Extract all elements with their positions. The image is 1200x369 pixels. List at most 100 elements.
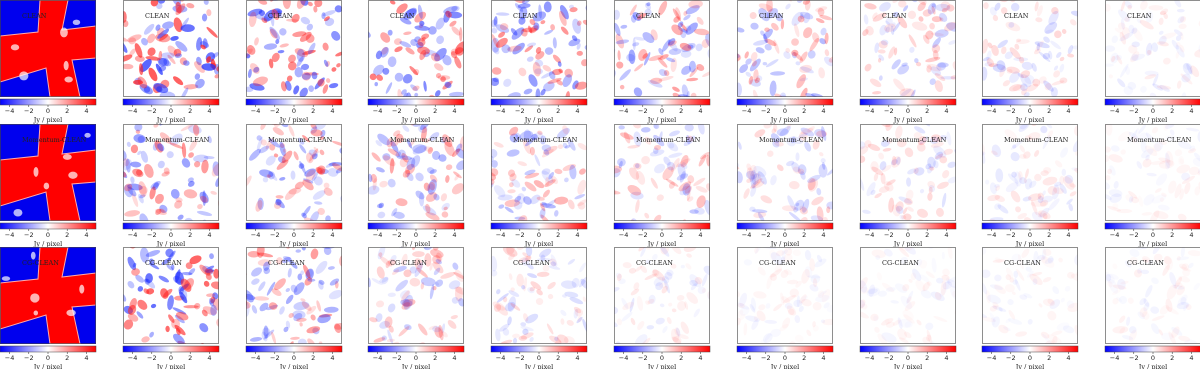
blob bbox=[282, 0, 291, 10]
blob bbox=[565, 91, 570, 97]
blob bbox=[440, 272, 456, 279]
blob bbox=[378, 252, 383, 257]
blob bbox=[422, 205, 437, 216]
tick-label: 2 bbox=[188, 107, 192, 115]
blob bbox=[1053, 65, 1059, 71]
blob bbox=[256, 136, 263, 151]
blob bbox=[175, 3, 186, 15]
blob bbox=[532, 132, 543, 141]
blob bbox=[571, 277, 580, 288]
blob bbox=[511, 179, 521, 188]
blob bbox=[941, 274, 950, 281]
blob bbox=[174, 200, 183, 209]
blob bbox=[536, 289, 543, 296]
blob bbox=[635, 170, 646, 185]
blob bbox=[698, 154, 707, 167]
blob bbox=[518, 256, 531, 263]
blob bbox=[519, 130, 534, 141]
panel bbox=[0, 124, 96, 221]
blob bbox=[248, 11, 257, 28]
blob bbox=[697, 124, 705, 135]
tick-label: 2 bbox=[1170, 231, 1174, 239]
panel-frame bbox=[368, 247, 464, 344]
blob bbox=[127, 186, 137, 197]
tick-label: 0 bbox=[660, 231, 664, 239]
blob bbox=[138, 193, 144, 204]
blob bbox=[426, 183, 435, 193]
tick-label: 2 bbox=[433, 231, 437, 239]
blob bbox=[785, 3, 791, 10]
blob bbox=[440, 76, 446, 82]
blob bbox=[172, 307, 187, 315]
blob bbox=[989, 182, 997, 195]
blob bbox=[1128, 129, 1138, 143]
blob bbox=[491, 160, 498, 168]
blob bbox=[815, 6, 828, 12]
blob bbox=[279, 43, 289, 48]
blob bbox=[499, 342, 509, 344]
blob bbox=[916, 0, 927, 6]
blob bbox=[641, 156, 650, 165]
blob bbox=[316, 165, 326, 174]
blob bbox=[997, 39, 1008, 49]
panel-bg bbox=[737, 124, 833, 221]
blob bbox=[681, 84, 689, 97]
blob bbox=[507, 45, 522, 52]
tick-label: 4 bbox=[944, 354, 948, 362]
blob bbox=[502, 247, 518, 257]
blob bbox=[401, 89, 407, 95]
blob bbox=[758, 212, 765, 221]
blob bbox=[939, 155, 948, 164]
panel-label: CLEAN bbox=[22, 12, 47, 20]
colorbar-label: Jy / pixel bbox=[156, 363, 185, 369]
blob bbox=[860, 177, 865, 191]
colorbar-label: Jy / pixel bbox=[401, 363, 430, 369]
blob bbox=[597, 314, 607, 324]
blob bbox=[432, 261, 444, 274]
blob bbox=[797, 15, 805, 23]
blob bbox=[653, 134, 665, 147]
blob bbox=[1118, 9, 1131, 22]
blob bbox=[499, 339, 513, 344]
blob bbox=[660, 247, 670, 255]
blob bbox=[159, 124, 166, 126]
blob bbox=[800, 66, 814, 74]
blob bbox=[725, 28, 731, 33]
blob bbox=[292, 31, 307, 38]
blob bbox=[564, 177, 569, 183]
blob bbox=[987, 42, 993, 49]
blob bbox=[753, 172, 761, 184]
blob bbox=[1186, 63, 1193, 75]
blob bbox=[995, 185, 1001, 192]
blob bbox=[405, 47, 415, 55]
tick-label: 4 bbox=[821, 107, 825, 115]
blob bbox=[483, 182, 491, 191]
blob bbox=[1040, 125, 1048, 134]
colorbar-label: Jy / pixel bbox=[33, 240, 62, 248]
blob bbox=[310, 126, 318, 134]
tick-label: 2 bbox=[679, 107, 683, 115]
blob bbox=[683, 10, 688, 16]
blob bbox=[194, 61, 205, 73]
blob bbox=[579, 168, 586, 175]
tick-label: 2 bbox=[556, 107, 560, 115]
panel bbox=[123, 247, 219, 344]
blob bbox=[971, 177, 982, 192]
blob bbox=[492, 77, 499, 83]
blob bbox=[257, 259, 272, 267]
blob bbox=[880, 39, 889, 46]
blob bbox=[682, 183, 691, 196]
blob bbox=[640, 337, 651, 344]
blob bbox=[33, 310, 39, 316]
blob bbox=[888, 46, 896, 59]
blob bbox=[323, 59, 329, 67]
blob bbox=[554, 210, 559, 217]
blob bbox=[409, 266, 417, 274]
blob bbox=[401, 253, 408, 267]
blob bbox=[549, 335, 562, 344]
blob bbox=[277, 50, 285, 54]
blob bbox=[729, 199, 735, 206]
blob bbox=[899, 337, 909, 344]
blob bbox=[937, 181, 949, 189]
blob bbox=[1152, 83, 1163, 91]
